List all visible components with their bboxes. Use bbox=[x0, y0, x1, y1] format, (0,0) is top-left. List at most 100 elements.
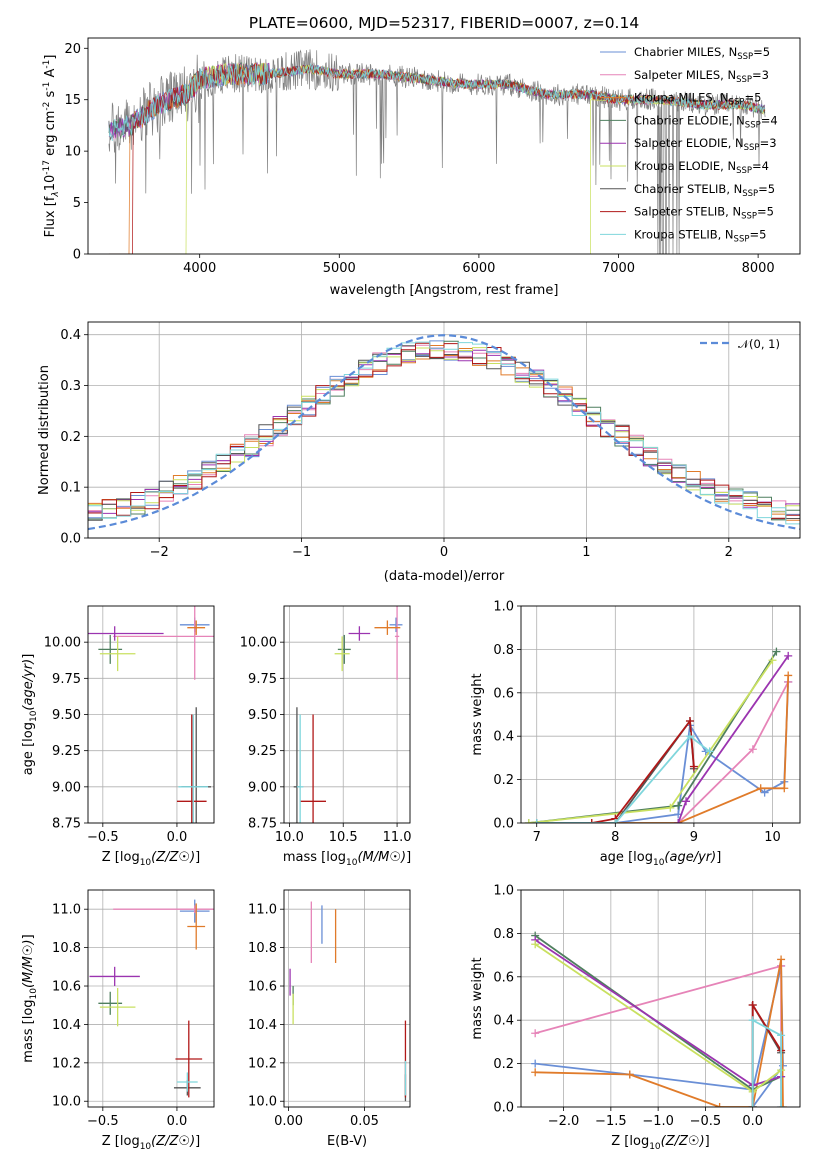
x-tick-label: −1.0 bbox=[642, 1114, 674, 1129]
x-axis-label: Z [log10(Z/Z☉)] bbox=[611, 1134, 709, 1152]
weight-point-marker bbox=[777, 1103, 786, 1107]
y-tick-label: 10.2 bbox=[52, 1056, 81, 1071]
y-tick-label: 11.0 bbox=[52, 903, 81, 918]
y-tick-label: 0.2 bbox=[493, 773, 514, 788]
x-tick-label: 0.0 bbox=[167, 830, 188, 845]
y-axis-label: Normed distribution bbox=[37, 365, 52, 495]
label-part: log bbox=[120, 1134, 140, 1149]
y-axis-label-part: -2 bbox=[42, 102, 52, 111]
plot-area bbox=[524, 647, 793, 823]
y-tick-label: 0.1 bbox=[60, 481, 81, 496]
x-tick-label: −1.5 bbox=[595, 1114, 627, 1129]
weight-point-marker bbox=[784, 671, 793, 680]
weight-point-marker bbox=[685, 717, 694, 726]
legend-name: Salpeter STELIB, N bbox=[634, 205, 741, 219]
label-part: 10 bbox=[140, 1142, 152, 1152]
legend-suffix: =5 bbox=[757, 205, 774, 219]
legend-sub: SSP bbox=[736, 75, 752, 85]
y-tick-label: 0.2 bbox=[60, 430, 81, 445]
y-axis-label-part: Flux [f bbox=[43, 196, 58, 237]
weight-series-line bbox=[535, 959, 784, 1107]
y-tick-label: 8.75 bbox=[52, 817, 81, 832]
label-part: 10 bbox=[346, 858, 358, 868]
y-axis-label: mass weight bbox=[470, 957, 485, 1039]
legend-entry: 𝒩(0, 1) bbox=[738, 337, 780, 351]
x-tick-label: 7 bbox=[533, 830, 541, 845]
label-part: ] bbox=[21, 654, 36, 659]
legend-entry: Chabrier STELIB, NSSP=5 bbox=[634, 182, 775, 199]
weight-point-marker bbox=[532, 819, 541, 823]
label-part: (Z/Z☉) bbox=[151, 850, 195, 865]
y-tick-label: 0.0 bbox=[493, 817, 514, 832]
y-tick-label: 9.75 bbox=[248, 672, 277, 687]
weight-point-marker bbox=[748, 1016, 757, 1025]
weight-point-marker bbox=[705, 747, 714, 756]
y-tick-label: 9.75 bbox=[52, 672, 81, 687]
weight-point-marker bbox=[531, 1029, 540, 1038]
label-part: Z [ bbox=[611, 1134, 629, 1149]
x-tick-label: 0.0 bbox=[167, 1114, 188, 1129]
y-axis-label-part: 10 bbox=[43, 175, 58, 192]
legend-name: Kroupa STELIB, N bbox=[634, 227, 734, 241]
y-tick-label: 15 bbox=[64, 93, 81, 108]
histogram-series bbox=[88, 342, 800, 519]
x-tick-label: −1 bbox=[292, 545, 311, 560]
weight-point-marker bbox=[777, 955, 786, 964]
y-axis-label-part: λ bbox=[51, 191, 61, 197]
y-tick-label: 0.6 bbox=[493, 970, 514, 985]
y-tick-label: 9.25 bbox=[248, 744, 277, 759]
weight-point-marker bbox=[524, 819, 533, 823]
mass-vs-z-panel: −0.5 0.010.010.210.410.610.811.0Z [log10(… bbox=[21, 889, 215, 1152]
weight-series-line bbox=[536, 734, 711, 823]
y-tick-label: 10.6 bbox=[248, 980, 277, 995]
label-part: log bbox=[326, 850, 346, 865]
legend-sub: SSP bbox=[742, 189, 758, 199]
weight-point-marker bbox=[685, 732, 694, 741]
y-tick-label: 10.2 bbox=[248, 1056, 277, 1071]
y-axis-label-part: erg cm bbox=[43, 111, 58, 160]
weight-point-marker bbox=[768, 656, 777, 665]
legend-name: Salpeter ELODIE, N bbox=[634, 136, 744, 150]
y-tick-label: 9.50 bbox=[248, 708, 277, 723]
legend-name: Chabrier MILES, N bbox=[634, 45, 737, 59]
weight-series-line bbox=[591, 718, 695, 823]
y-tick-label: 10.6 bbox=[52, 980, 81, 995]
weight-point-marker bbox=[748, 1103, 757, 1107]
label-part: Z [ bbox=[102, 850, 120, 865]
y-axis-label-part: -1 bbox=[42, 82, 52, 91]
legend-name: Kroupa ELODIE, N bbox=[634, 159, 736, 173]
label-part: age [ bbox=[600, 850, 633, 865]
label-part: mass [ bbox=[283, 850, 326, 865]
label-part: 10 bbox=[29, 710, 39, 722]
residual-panel: −2 −1 0 1 2 0.0 0.1 0.2 0.3 0.4 (data-model)/error… bbox=[37, 321, 801, 584]
y-axis-label: mass [log10(M/M☉)] bbox=[21, 934, 39, 1062]
legend-sub: SSP bbox=[734, 234, 750, 244]
legend-sub: SSP bbox=[744, 143, 760, 153]
x-tick-label: 8 bbox=[611, 830, 619, 845]
label-part: ] bbox=[406, 850, 411, 865]
massweight-vs-z-panel: −2.0 −1.5 −1.0 −0.5 0.0 0.0 0.2 0.4 0.6 0.8 1.0 Z [… bbox=[470, 884, 801, 1152]
legend-entry: Salpeter MILES, NSSP=3 bbox=[634, 68, 769, 85]
plot-area bbox=[531, 931, 787, 1107]
legend-suffix: =5 bbox=[753, 45, 770, 59]
y-tick-label: 0.0 bbox=[60, 532, 81, 547]
x-tick-label: 0.00 bbox=[274, 1114, 303, 1129]
label-part: log bbox=[21, 722, 36, 742]
x-tick-label: 7000 bbox=[602, 261, 635, 276]
plot-area bbox=[88, 334, 800, 531]
label-part: log bbox=[120, 850, 140, 865]
label-part: ] bbox=[21, 934, 36, 939]
weight-point-marker bbox=[756, 784, 765, 793]
y-tick-label: 0.4 bbox=[493, 730, 514, 745]
weight-point-marker bbox=[748, 1001, 757, 1010]
legend-sub: SSP bbox=[745, 120, 761, 130]
x-tick-label: 11.0 bbox=[383, 830, 412, 845]
weight-point-marker bbox=[780, 784, 789, 793]
y-tick-label: 10 bbox=[64, 145, 81, 160]
weight-series-line bbox=[751, 1018, 782, 1107]
legend-name: Chabrier STELIB, N bbox=[634, 182, 742, 196]
axes-frame bbox=[283, 605, 411, 824]
y-axis-label-part: A bbox=[43, 69, 58, 82]
